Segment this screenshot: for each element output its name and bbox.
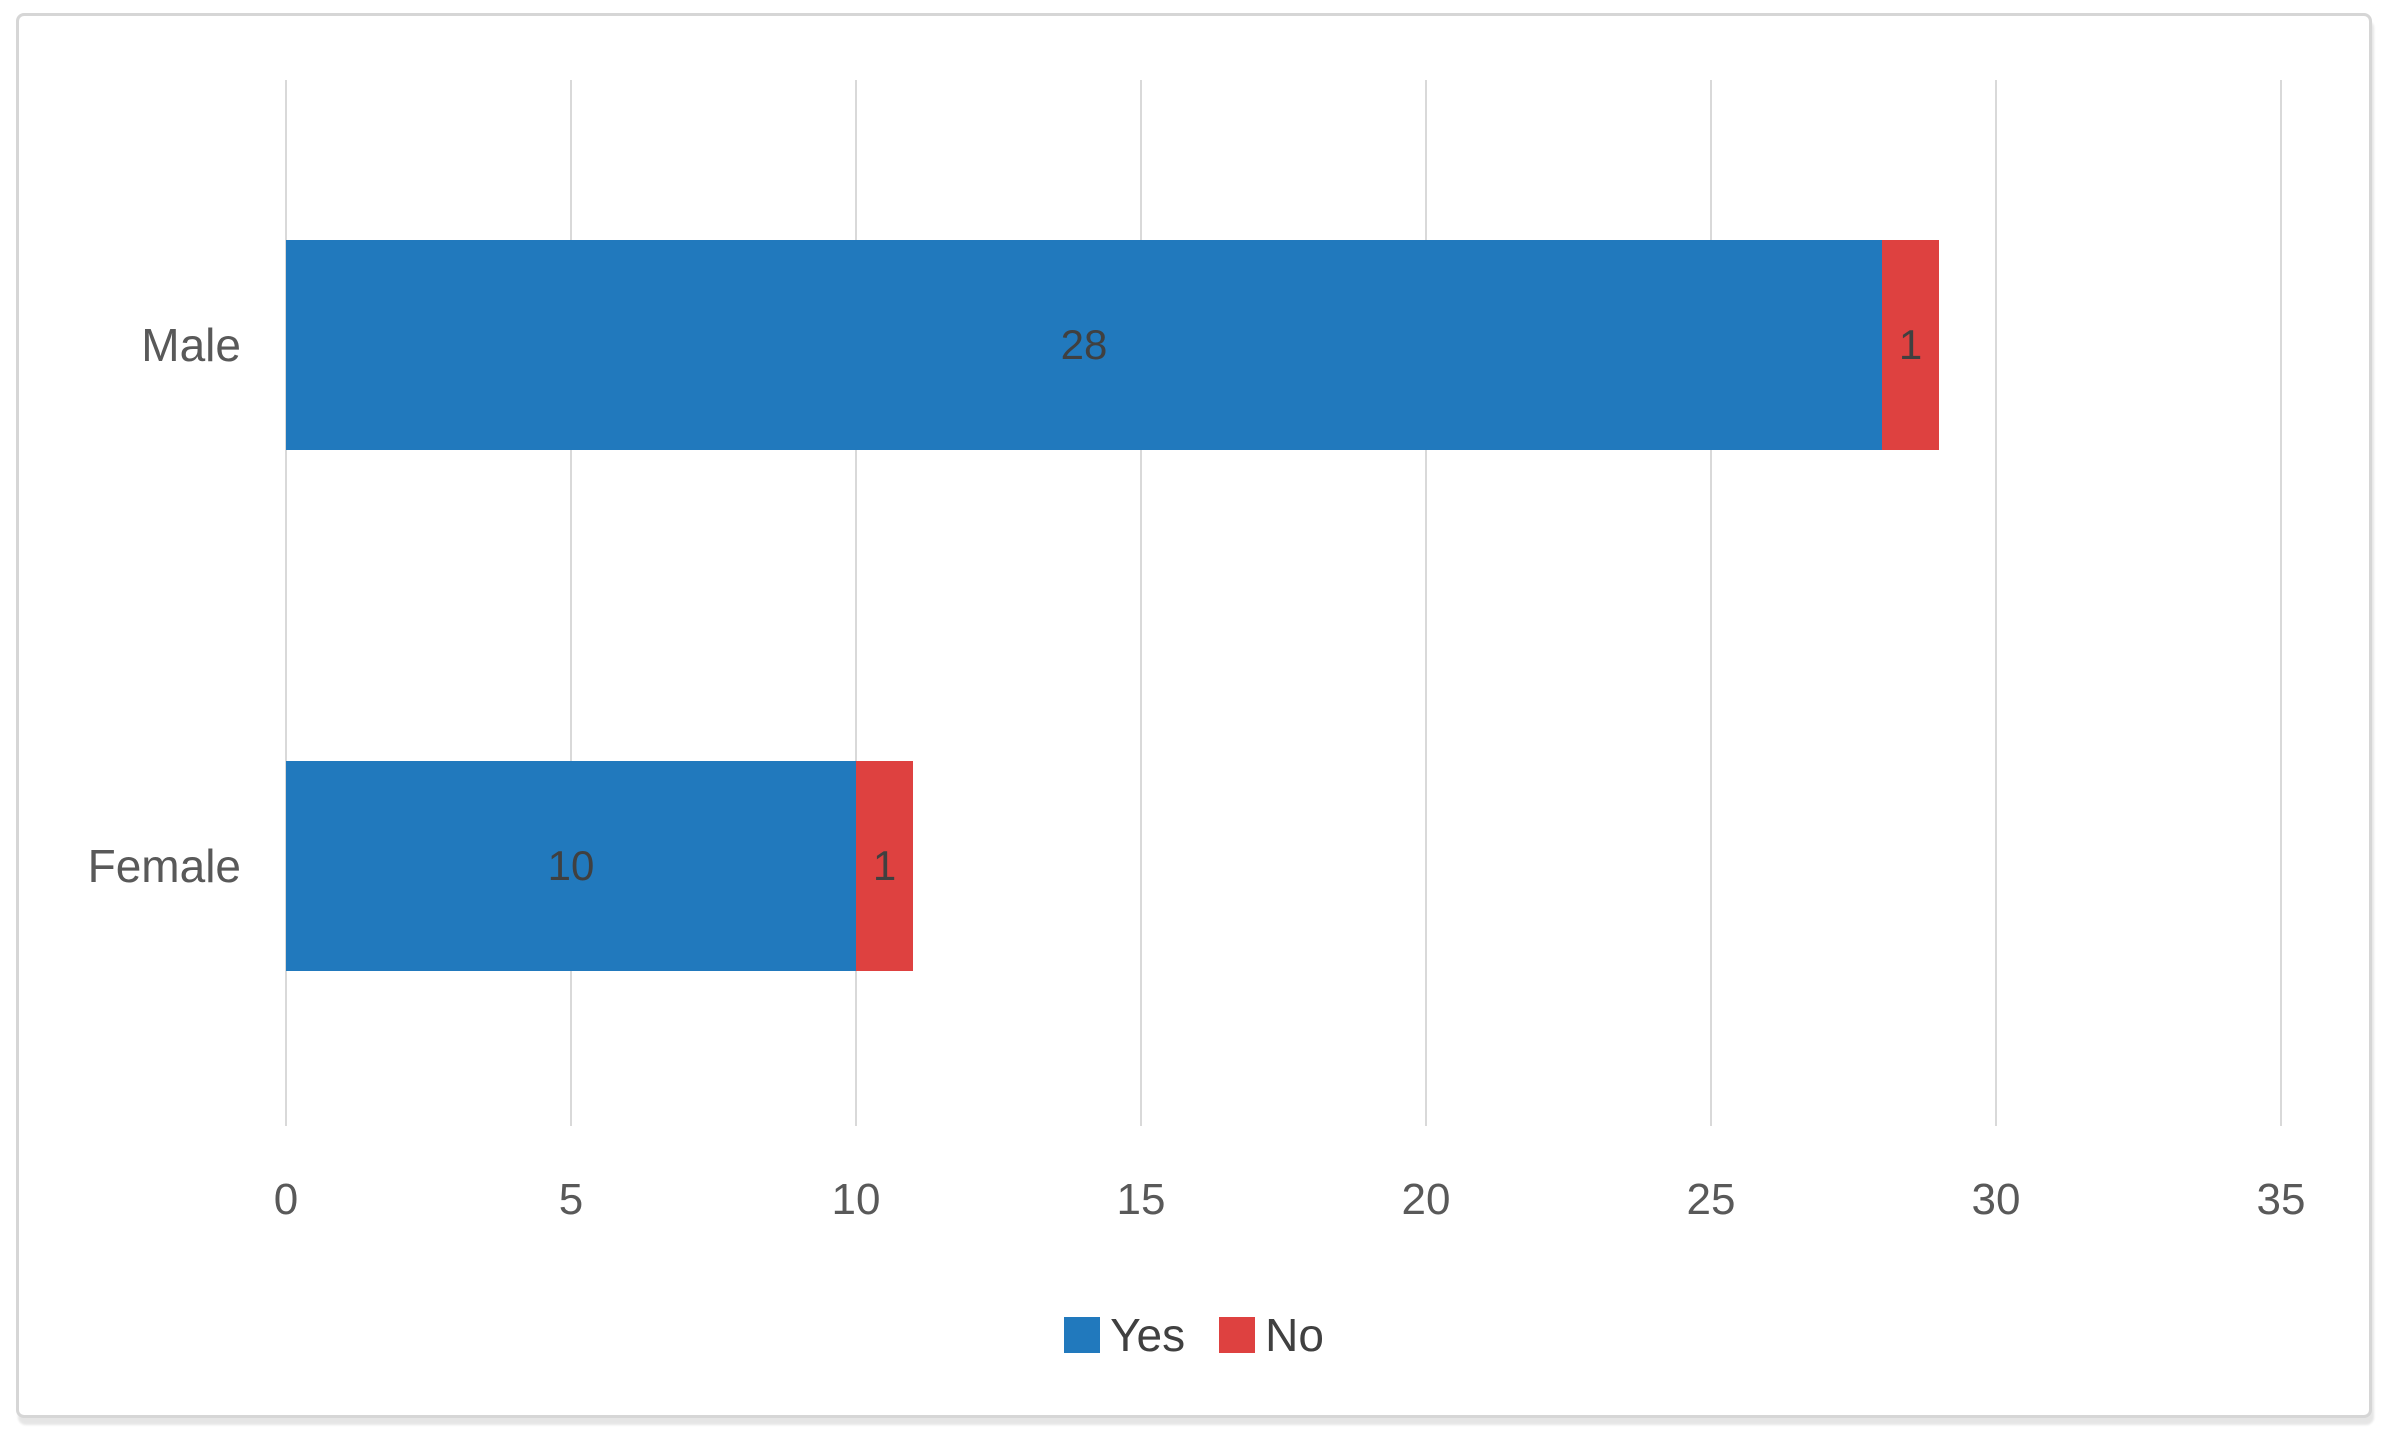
bar-segment-yes-male: 28 xyxy=(286,240,1882,450)
legend-item-no: No xyxy=(1219,1312,1324,1358)
legend-label-yes: Yes xyxy=(1110,1309,1186,1361)
gridline-20 xyxy=(1425,80,1427,1126)
bar-segment-yes-female: 10 xyxy=(286,761,856,971)
legend-label-no: No xyxy=(1265,1309,1324,1361)
category-label-male: Male xyxy=(141,319,241,371)
x-tick-label-20: 20 xyxy=(1401,1175,1451,1224)
gridline-5 xyxy=(570,80,572,1126)
data-label-yes-female: 10 xyxy=(547,842,595,889)
legend-swatch-yes xyxy=(1064,1317,1101,1353)
x-tick-label-35: 35 xyxy=(2256,1175,2306,1224)
gridline-15 xyxy=(1140,80,1142,1126)
x-tick-label-5: 5 xyxy=(558,1175,584,1224)
data-label-no-male: 1 xyxy=(1898,321,1923,368)
chart-frame: 0 5 10 15 20 25 30 35 Male 28 1 Female 10 1 Yes No xyxy=(16,13,2372,1418)
plot-area: 0 5 10 15 20 25 30 35 Male 28 1 Female 10 1 xyxy=(19,16,2369,1415)
gridline-10 xyxy=(855,80,857,1126)
x-tick-label-15: 15 xyxy=(1116,1175,1166,1224)
x-tick-label-10: 10 xyxy=(831,1175,881,1224)
x-tick-label-25: 25 xyxy=(1686,1175,1736,1224)
legend-item-yes: Yes xyxy=(1064,1312,1185,1358)
gridline-35 xyxy=(2280,80,2282,1126)
data-label-no-female: 1 xyxy=(872,842,897,889)
gridline-0 xyxy=(285,80,287,1126)
gridline-30 xyxy=(1995,80,1997,1126)
legend-swatch-no xyxy=(1219,1317,1256,1353)
data-label-yes-male: 28 xyxy=(1060,321,1108,368)
gridline-25 xyxy=(1710,80,1712,1126)
category-label-female: Female xyxy=(87,840,241,892)
x-tick-label-0: 0 xyxy=(273,1175,299,1224)
bar-segment-no-female: 1 xyxy=(856,761,913,971)
legend: Yes No xyxy=(19,1312,2369,1358)
bar-segment-no-male: 1 xyxy=(1882,240,1939,450)
x-tick-label-30: 30 xyxy=(1971,1175,2021,1224)
